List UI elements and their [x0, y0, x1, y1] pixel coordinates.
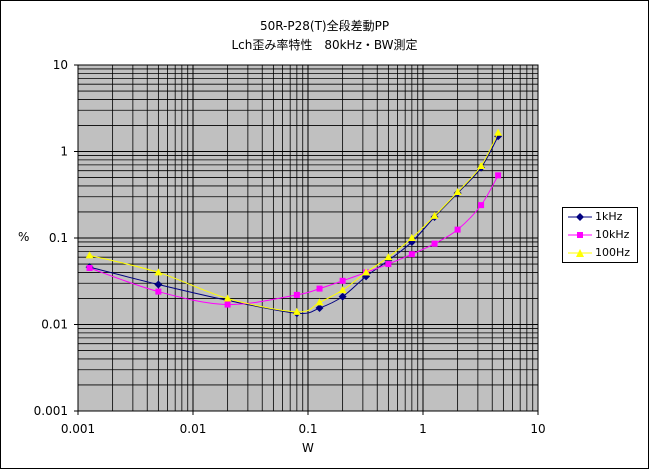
- data-point-10khz: [454, 226, 461, 233]
- legend-item-10khz: 10kHz: [563, 227, 637, 243]
- data-point-1khz: [338, 292, 347, 301]
- data-point-100hz: [407, 234, 416, 241]
- x-axis-title: W: [302, 441, 314, 455]
- data-point-100hz: [338, 286, 347, 294]
- data-point-10khz: [478, 202, 485, 209]
- data-point-10khz: [385, 261, 392, 268]
- data-point-100hz: [362, 268, 371, 276]
- y-tick-label: 1: [60, 145, 68, 159]
- data-point-100hz: [494, 128, 503, 136]
- chart-title-line-1: 50R-P28(T)全段差動PP: [259, 19, 390, 33]
- legend: 1kHz 10kHz 100Hz: [562, 207, 638, 263]
- data-point-1khz: [154, 280, 163, 289]
- data-point-10khz: [155, 288, 162, 295]
- data-point-100hz: [315, 298, 324, 306]
- data-point-100hz: [292, 307, 301, 315]
- x-tick-label: 0.01: [180, 422, 207, 436]
- data-point-10khz: [293, 291, 300, 298]
- chart-title-line-2: Lch歪み率特性 80kHz・BW測定: [231, 38, 418, 52]
- data-point-1khz: [315, 304, 324, 313]
- x-tick-label: 0.1: [298, 422, 317, 436]
- y-axis-title: %: [18, 230, 30, 244]
- y-tick-label: 10: [53, 58, 68, 72]
- x-tick-label: 0.001: [61, 422, 95, 436]
- x-tick-label: 10: [530, 422, 545, 436]
- legend-label-10khz: 10kHz: [595, 228, 630, 241]
- legend-swatch-100hz: [568, 249, 592, 257]
- data-point-10khz: [408, 251, 415, 258]
- data-point-100hz: [154, 268, 163, 276]
- legend-swatch-10khz: [568, 232, 592, 238]
- data-point-100hz: [85, 251, 94, 259]
- y-tick-label: 0.1: [49, 231, 68, 245]
- data-point-100hz: [223, 294, 232, 302]
- legend-swatch-1khz: [568, 213, 592, 221]
- data-point-10khz: [316, 285, 323, 292]
- y-tick-label: 0.001: [34, 404, 68, 418]
- data-point-10khz: [339, 277, 346, 284]
- legend-item-100hz: 100Hz: [563, 245, 637, 261]
- data-point-100hz: [384, 253, 393, 261]
- data-point-100hz: [430, 211, 439, 219]
- data-point-10khz: [431, 240, 438, 247]
- data-point-10khz: [495, 172, 502, 179]
- legend-label-1khz: 1kHz: [595, 210, 623, 223]
- data-point-10khz: [86, 264, 93, 271]
- legend-label-100hz: 100Hz: [595, 246, 631, 259]
- y-tick-label: 0.01: [41, 318, 68, 332]
- x-tick-label: 1: [419, 422, 427, 436]
- data-point-10khz: [224, 301, 231, 308]
- data-point-100hz: [453, 188, 462, 196]
- legend-item-1khz: 1kHz: [563, 209, 637, 225]
- data-point-100hz: [477, 161, 486, 169]
